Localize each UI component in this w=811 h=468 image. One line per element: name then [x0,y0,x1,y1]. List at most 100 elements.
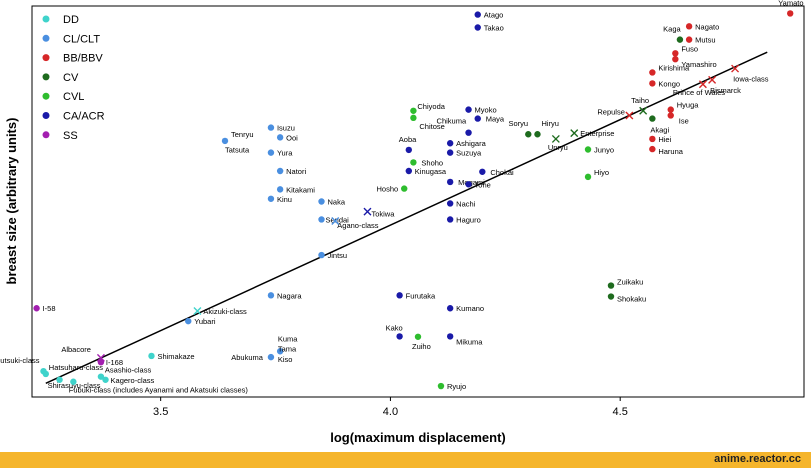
point-label-naka: Naka [328,198,346,207]
point-bb-bbv-nagato [685,23,693,30]
point-cv-hiryu [534,131,541,138]
point-cvl-chiyoda [410,107,417,114]
point-cv-kaga [676,36,684,43]
x-tick-label-0: 3.5 [153,406,168,418]
point-label-mikuma: Mikuma [456,337,483,346]
point-label-yamashiro: Yamashiro [681,60,716,69]
point-ca-acr-suzuya [446,149,454,156]
point-ca-acr-myoko [465,106,472,113]
point-bb-bbv-fuso [672,50,679,57]
point-label-kinu: Kinu [277,195,292,204]
point-label-shokaku: Shokaku [617,295,646,304]
point-label-hyuga: Hyuga [677,101,700,110]
cross-marker-albacore [96,353,105,362]
points-group: Mutsuki-class Hatsuharu-class Shirasuyu-cl… [0,0,804,391]
x-tick-label-2: 4.5 [613,406,628,418]
point-ca-acr-nachi [446,200,454,207]
point-label-hosho: Hosho [377,185,399,194]
point-ca-acr-ashigara [446,140,454,147]
trend-line-group [45,51,768,384]
point-label-yura: Yura [277,149,293,158]
point-label-hiyo: Hiyo [594,168,609,177]
cross-marker-agano-class [331,217,340,226]
point-ca-acr-haguro [446,216,454,223]
point-label-ooi: Ooi [286,133,298,142]
legend-label-dd: DD [63,14,79,26]
point-cl-clt-nagara [267,292,275,299]
legend-marker-cl-clt [42,34,50,42]
point-cl-clt-yura [267,149,275,156]
point-cl-clt-ooi [276,134,284,141]
cross-marker-unryu [551,134,560,143]
point-bb-bbv-ise [667,112,674,119]
point-cvl-ryujo [437,382,445,390]
point-label-atago: Atago [484,11,504,20]
point-label-nagara: Nagara [277,291,302,300]
point-bb-bbv-kongo [649,80,656,87]
point-bb-bbv-hiei [649,135,656,143]
point-ca-acr-mogami [446,178,454,186]
point-label-mutsu: Mutsu [695,36,715,45]
point-bb-bbv-hyuga [667,106,674,113]
annotation-kiso: Kiso [278,355,293,364]
point-label-furutaka: Furutaka [406,291,436,300]
trend-line [45,51,768,384]
x-axis-label: log(maximum displacement) [330,430,506,445]
legend-label-ss: SS [63,130,78,142]
annotation-tama: Tama [278,345,297,354]
point-ss-i-58 [33,305,40,312]
point-cl-clt-natori [276,167,284,175]
point-label-kongo: Kongo [658,79,680,88]
point-label-hiei: Hiei [658,135,671,144]
point-label-junyo: Junyo [594,145,614,154]
point-cvl-zuiho [414,333,422,340]
point-dd-hatsuharu-class [42,370,49,378]
point-ca-acr-chokai [479,168,486,175]
point-label-ryujo: Ryujo [447,382,466,391]
cross-marker-repulse [625,111,634,120]
cross-label-taiho: Taiho [631,96,649,105]
cross-label-iowa-class: Iowa-class [733,75,769,84]
point-cl-clt-jintsu [318,251,325,259]
point-cvl-junyo [584,146,592,153]
point-bb-bbv-haruna [649,145,656,153]
point-label-kumano: Kumano [456,304,484,313]
point-ca-acr-kako [396,333,403,340]
cross-marker-iowa-class [731,64,740,73]
point-label-mutsuki-class: Mutsuki-class [0,356,40,365]
point-cl-clt-tenryu [221,137,229,145]
cross-marker-taiho [639,106,648,115]
point-cl-clt-kitakami [276,186,284,193]
point-label-yubari: Yubari [194,317,216,326]
point-label-aoba: Aoba [399,135,417,144]
cross-label-prince-of-wales: Prince of Wales [673,88,725,97]
legend-label-cvl: CVL [63,91,84,103]
point-label-shoho: Shoho [421,158,443,167]
point-cl-clt-abukuma [267,353,275,361]
legend-marker-ss [42,131,50,139]
cross-marker-akizuki-class [193,306,202,315]
point-cv-shokaku [607,293,615,300]
point-ca-acr-aoba [405,146,413,154]
scatter-chart: DD CL/CLT BB/BBV CV CVL CA/ACR SS Mutsuki-clas… [0,0,805,445]
point-ca-acr-takao [474,24,481,31]
cross-label-unryu: Unryu [548,143,568,152]
point-label-shirasuyu-class: Shirasuyu-class [48,381,101,390]
point-cl-clt-yubari [185,317,192,325]
point-cv-akagi [649,115,656,122]
cross-marker-tokiwa [363,207,372,216]
site-watermark[interactable]: anime.reactor.cc [714,453,801,465]
legend: DD CL/CLT BB/BBV CV CVL CA/ACR SS [42,14,105,142]
footer-bar: anime.reactor.cc [0,452,811,468]
cross-label-akizuki-class: Akizuki-class [203,307,247,316]
cross-marker-prince-of-wales [698,80,707,89]
point-ca-acr-kinugasa [405,167,413,175]
legend-marker-cv [42,73,50,81]
point-label-zuiho: Zuiho [412,342,431,351]
cross-label-enterprise: Enterprise [580,129,614,138]
point-label-suzuya: Suzuya [456,149,482,158]
point-label-tone: Tone [475,180,491,189]
cross-marker-enterprise [570,129,579,138]
